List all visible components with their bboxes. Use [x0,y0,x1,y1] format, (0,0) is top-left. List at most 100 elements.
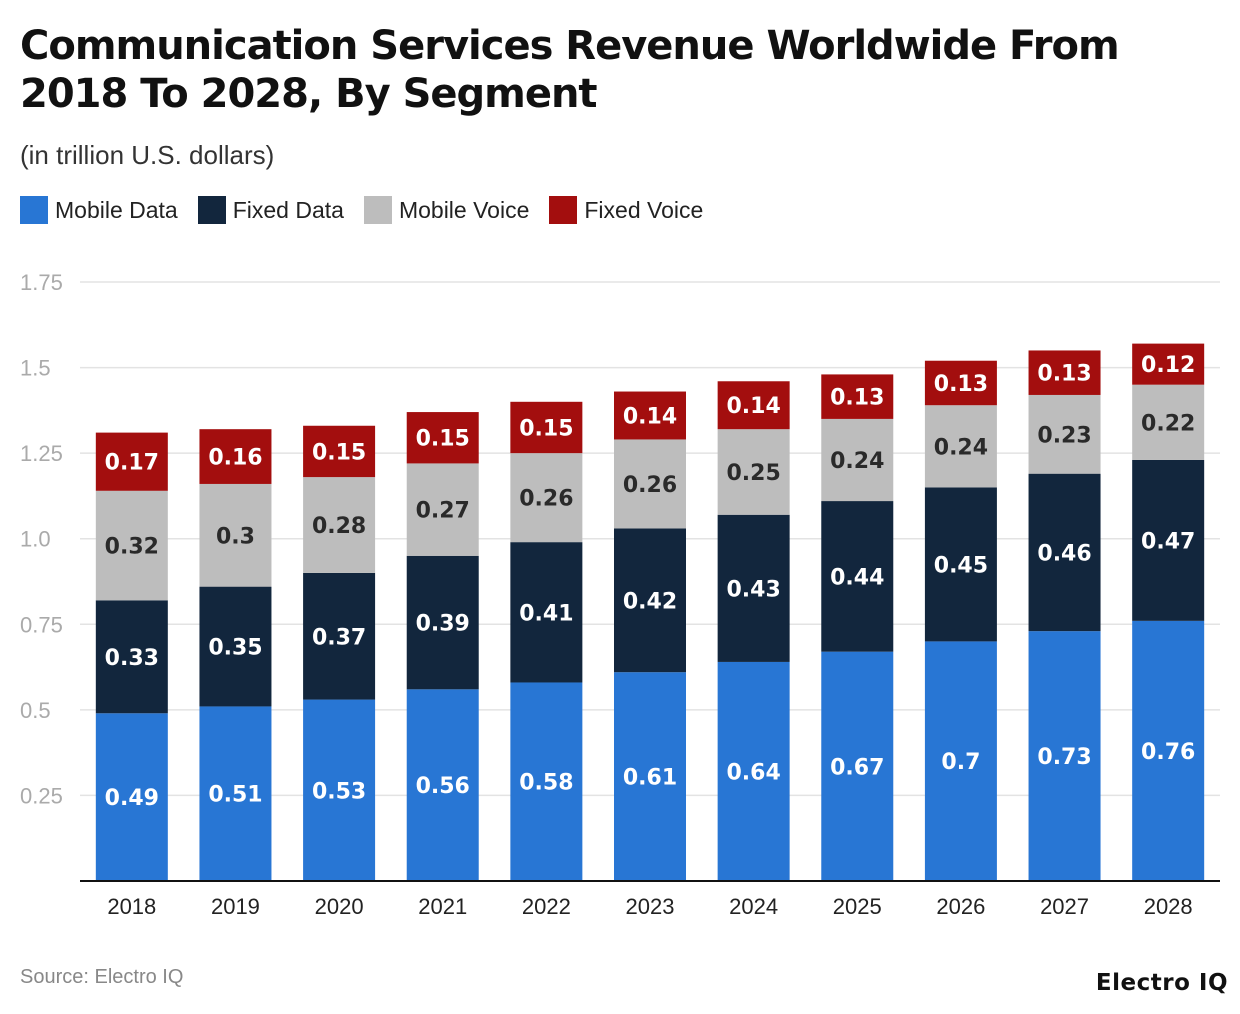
data-label: 0.13 [934,372,988,397]
data-label: 0.26 [519,487,573,512]
data-label: 0.28 [312,514,366,539]
y-tick-label: 1.5 [20,356,51,381]
bar-segment [510,453,583,543]
bar-segment [717,429,790,515]
bar-segment [821,651,894,881]
bar-segment [199,586,272,707]
data-label: 0.56 [416,774,470,799]
bar-segment [924,405,997,488]
data-label: 0.12 [1141,353,1195,378]
bar-segment [303,425,376,478]
bar-segment [303,572,376,700]
bar-segment [199,483,272,587]
bar-segment [95,490,168,601]
bar-segment [303,477,376,573]
data-label: 0.3 [216,524,255,549]
y-tick-label: 0.75 [20,612,63,637]
bar-segment [510,542,583,683]
data-label: 0.37 [312,625,366,650]
x-tick-label: 2022 [522,894,571,919]
bar-segment [614,439,686,529]
bar-segment [614,391,686,440]
legend-item-mobile-voice[interactable]: Mobile Voice [363,196,529,224]
bar-segment [95,713,168,881]
bar-segment [924,641,997,881]
bar-segment [821,374,894,419]
bar-segment [406,689,479,881]
data-label: 0.46 [1037,541,1091,566]
legend-item-fixed-voice[interactable]: Fixed Voice [549,196,703,224]
chart-subtitle: (in trillion U.S. dollars) [20,140,275,170]
data-label: 0.13 [1037,362,1091,387]
data-label: 0.39 [416,612,470,637]
bar-segment [1132,384,1205,460]
data-label: 0.42 [623,589,677,614]
legend-swatch [549,196,578,224]
bar-segment [1028,394,1101,474]
bar-segment [406,555,479,690]
data-label: 0.13 [830,386,884,411]
x-tick-label: 2019 [211,894,260,919]
bar-segment [406,412,479,464]
data-label: 0.64 [726,760,780,785]
data-label: 0.67 [830,755,884,780]
data-label: 0.17 [105,451,159,476]
y-tick-label: 0.25 [20,783,63,808]
y-tick-label: 1.75 [20,270,63,295]
bar-segment [717,661,790,881]
bar-segment [510,682,583,881]
bar-segment [821,418,894,502]
data-label: 0.26 [623,473,677,498]
x-tick-label: 2024 [729,894,778,919]
data-label: 0.22 [1141,411,1195,436]
bar-segment [1028,631,1101,881]
bar-segment [1132,343,1205,385]
x-tick-label: 2018 [107,894,156,919]
data-label: 0.16 [208,446,262,471]
x-tick-label: 2021 [418,894,467,919]
data-label: 0.23 [1037,423,1091,448]
legend-swatch [363,196,392,224]
bar-segment [303,699,376,881]
bar-segment [1132,459,1205,621]
bar-segment [95,432,168,491]
data-label: 0.33 [105,646,159,671]
data-label: 0.45 [934,553,988,578]
data-label: 0.76 [1141,740,1195,765]
bar-segment [717,381,790,430]
source-note: Source: Electro IQ [20,966,184,988]
bar-segment [614,672,686,881]
data-label: 0.14 [726,394,780,419]
legend-swatch [20,196,48,224]
legend: Mobile Data Fixed Data Mobile Voice Fixe… [20,196,703,224]
data-label: 0.25 [726,461,780,486]
data-label: 0.58 [519,771,573,796]
bar-segment [95,600,168,714]
bar-segment [199,706,272,881]
legend-item-fixed-data[interactable]: Fixed Data [197,196,344,224]
data-label: 0.51 [208,783,262,808]
data-label: 0.53 [312,779,366,804]
data-label: 0.7 [941,750,980,775]
y-tick-label: 0.5 [20,698,51,723]
data-label: 0.43 [726,577,780,602]
data-label: 0.49 [105,786,159,811]
y-tick-label: 1.25 [20,441,63,466]
bar-segment [717,514,790,662]
legend-item-mobile-data[interactable]: Mobile Data [20,196,178,224]
data-label: 0.14 [623,404,677,429]
data-label: 0.47 [1141,529,1195,554]
chart-title: Communication Services Revenue Worldwide… [20,23,1120,117]
data-label: 0.24 [830,449,884,474]
legend-label: Fixed Voice [584,196,704,223]
data-label: 0.35 [208,636,262,661]
bar-segment [821,501,894,652]
x-tick-label: 2028 [1144,894,1193,919]
brand-logo: Electro IQ [1095,970,1228,996]
legend-label: Fixed Data [232,196,344,223]
data-label: 0.41 [519,601,573,626]
bar-segment [510,401,583,454]
bar-segment [924,360,997,406]
data-label: 0.61 [623,766,677,791]
